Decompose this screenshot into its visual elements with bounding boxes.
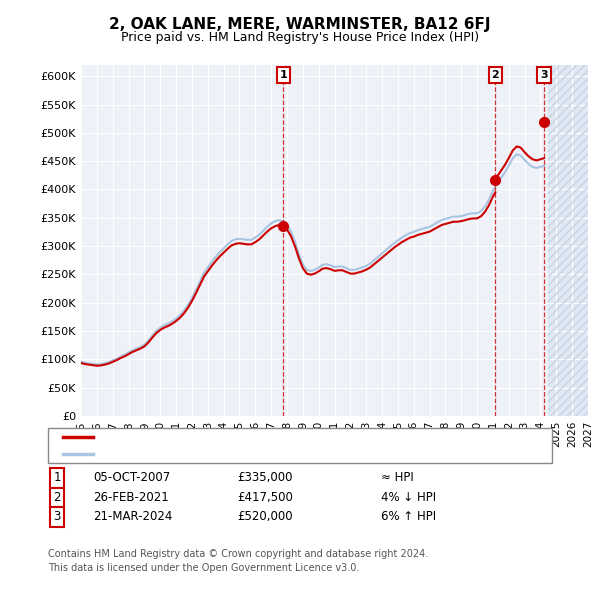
Text: 21-MAR-2024: 21-MAR-2024 (93, 510, 172, 523)
Text: £335,000: £335,000 (237, 471, 293, 484)
Text: £520,000: £520,000 (237, 510, 293, 523)
Text: £417,500: £417,500 (237, 491, 293, 504)
Bar (548, 65, 588, 416)
Text: This data is licensed under the Open Government Licence v3.0.: This data is licensed under the Open Gov… (48, 563, 359, 573)
Text: Contains HM Land Registry data © Crown copyright and database right 2024.: Contains HM Land Registry data © Crown c… (48, 549, 428, 559)
Text: 1: 1 (53, 471, 61, 484)
Text: Price paid vs. HM Land Registry's House Price Index (HPI): Price paid vs. HM Land Registry's House … (121, 31, 479, 44)
Text: 4% ↓ HPI: 4% ↓ HPI (381, 491, 436, 504)
Text: 1: 1 (279, 70, 287, 80)
Text: 2, OAK LANE, MERE, WARMINSTER, BA12 6FJ (detached house): 2, OAK LANE, MERE, WARMINSTER, BA12 6FJ … (99, 432, 449, 442)
Text: HPI: Average price, detached house, Wiltshire: HPI: Average price, detached house, Wilt… (99, 448, 354, 458)
Text: 3: 3 (53, 510, 61, 523)
Text: 05-OCT-2007: 05-OCT-2007 (93, 471, 170, 484)
Text: 3: 3 (540, 70, 548, 80)
Text: 6% ↑ HPI: 6% ↑ HPI (381, 510, 436, 523)
Text: 2: 2 (53, 491, 61, 504)
Bar (548, 65, 588, 416)
Text: 2, OAK LANE, MERE, WARMINSTER, BA12 6FJ: 2, OAK LANE, MERE, WARMINSTER, BA12 6FJ (109, 17, 491, 31)
Text: 26-FEB-2021: 26-FEB-2021 (93, 491, 169, 504)
Text: ≈ HPI: ≈ HPI (381, 471, 414, 484)
Text: 2: 2 (491, 70, 499, 80)
